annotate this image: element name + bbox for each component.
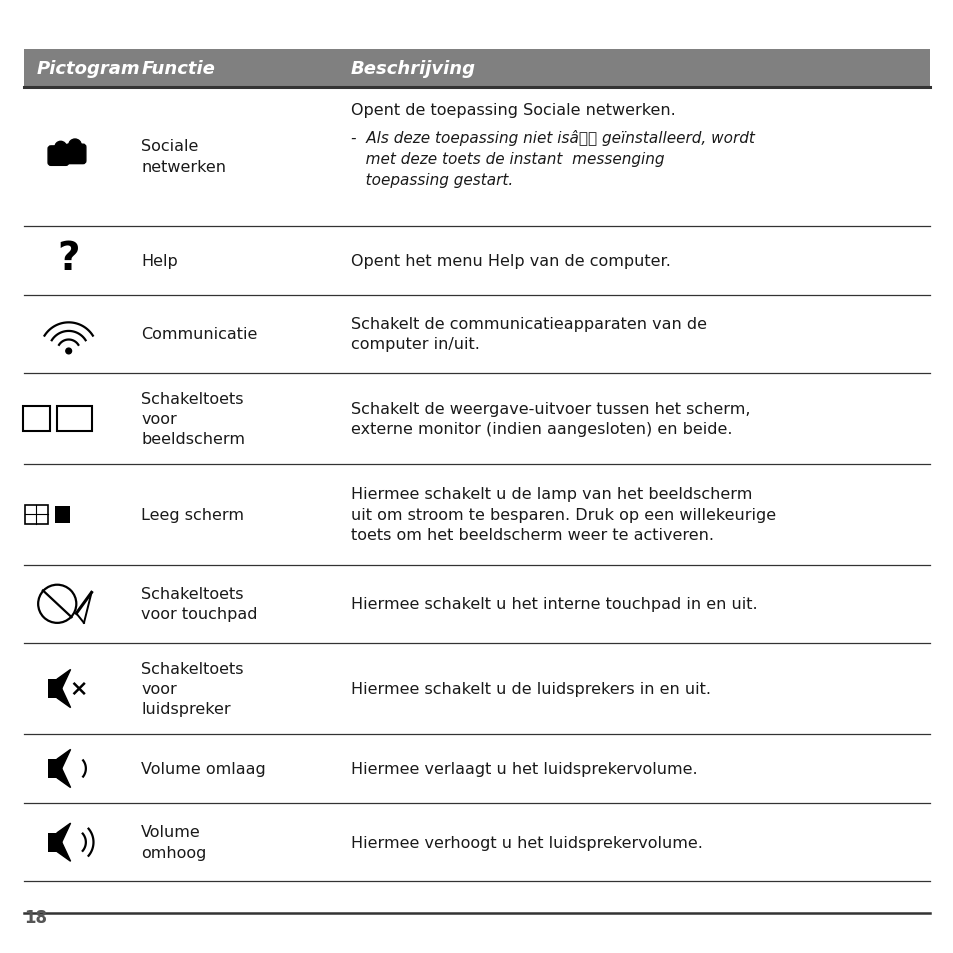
Bar (48, 760, 57, 779)
Text: Opent het menu Help van de computer.: Opent het menu Help van de computer. (351, 253, 670, 269)
Text: Hiermee verlaagt u het luidsprekervolume.: Hiermee verlaagt u het luidsprekervolume… (351, 761, 697, 776)
Bar (48, 833, 57, 852)
FancyBboxPatch shape (65, 145, 86, 165)
Text: Leeg scherm: Leeg scherm (141, 507, 244, 522)
Text: Communicatie: Communicatie (141, 327, 257, 342)
Polygon shape (57, 670, 71, 699)
FancyBboxPatch shape (48, 147, 69, 166)
Text: ?: ? (57, 240, 80, 278)
Text: Opent de toepassing Sociale netwerken.: Opent de toepassing Sociale netwerken. (351, 103, 675, 118)
Text: Hiermee verhoogt u het luidsprekervolume.: Hiermee verhoogt u het luidsprekervolume… (351, 835, 702, 850)
Bar (25, 505, 48, 524)
Circle shape (69, 140, 81, 152)
Text: Hiermee schakelt u het interne touchpad in en uit.: Hiermee schakelt u het interne touchpad … (351, 597, 757, 612)
Text: Volume omlaag: Volume omlaag (141, 761, 266, 776)
Bar (24, 50, 929, 88)
Circle shape (55, 142, 67, 153)
Polygon shape (57, 823, 71, 852)
Text: Schakeltoets
voor
luidspreker: Schakeltoets voor luidspreker (141, 661, 243, 717)
Text: Schakelt de communicatieapparaten van de
computer in/uit.: Schakelt de communicatieapparaten van de… (351, 316, 706, 352)
Bar (57, 407, 91, 432)
Bar (55, 506, 71, 523)
Text: Schakeltoets
voor
beeldscherm: Schakeltoets voor beeldscherm (141, 392, 245, 447)
Text: Sociale
netwerken: Sociale netwerken (141, 139, 226, 174)
Text: Hiermee schakelt u de luidsprekers in en uit.: Hiermee schakelt u de luidsprekers in en… (351, 681, 710, 697)
Text: Help: Help (141, 253, 178, 269)
Text: Functie: Functie (141, 60, 214, 77)
Circle shape (66, 349, 71, 355)
Text: Pictogram: Pictogram (36, 60, 140, 77)
Text: Beschrijving: Beschrijving (351, 60, 476, 77)
Bar (48, 679, 57, 699)
Text: 18: 18 (24, 908, 47, 926)
Polygon shape (57, 760, 71, 788)
Text: -  Als deze toepassing niet isâ geïnstalleerd, wordt
   met deze toets de inst: - Als deze toepassing niet isâ geïnsta… (351, 130, 754, 188)
Text: Schakelt de weergave-uitvoer tussen het scherm,
externe monitor (indien aangeslo: Schakelt de weergave-uitvoer tussen het … (351, 401, 750, 436)
Text: Hiermee schakelt u de lamp van het beeldscherm
uit om stroom te besparen. Druk o: Hiermee schakelt u de lamp van het beeld… (351, 487, 776, 542)
Bar (23, 407, 50, 432)
Text: Schakeltoets
voor touchpad: Schakeltoets voor touchpad (141, 586, 257, 622)
Polygon shape (57, 833, 71, 862)
Polygon shape (57, 750, 71, 779)
Polygon shape (57, 679, 71, 708)
Text: Volume
omhoog: Volume omhoog (141, 824, 207, 860)
